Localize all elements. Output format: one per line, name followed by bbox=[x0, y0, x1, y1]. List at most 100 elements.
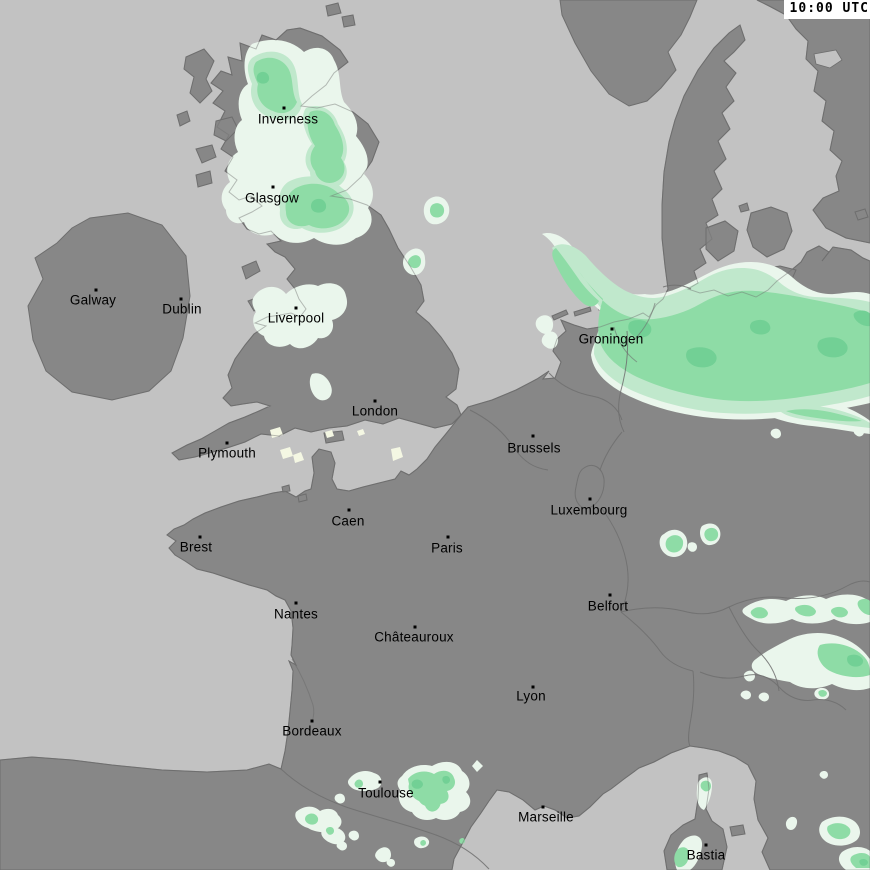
city-label: London bbox=[352, 404, 398, 419]
city-label: Nantes bbox=[274, 607, 318, 622]
precip-cell bbox=[354, 779, 363, 788]
precip-cell bbox=[743, 670, 755, 682]
precip-band-core bbox=[578, 270, 870, 402]
precip-cell bbox=[325, 430, 334, 438]
precip-cell bbox=[687, 542, 697, 552]
precip-cell bbox=[307, 110, 345, 183]
city-marker-marseille: Marseille bbox=[518, 805, 574, 825]
city-marker-glasgow: Glasgow bbox=[245, 185, 299, 206]
river-gironde bbox=[291, 658, 315, 723]
precip-cell bbox=[459, 837, 465, 844]
precip-cell bbox=[770, 428, 781, 439]
city-dot bbox=[347, 508, 351, 512]
land-uist bbox=[176, 110, 191, 127]
precip-cell bbox=[256, 71, 270, 84]
land-islay bbox=[195, 170, 213, 188]
border-fr-es bbox=[280, 768, 490, 870]
precip-cell bbox=[686, 347, 717, 368]
precip-cell bbox=[325, 827, 334, 835]
city-marker-nantes: Nantes bbox=[274, 601, 318, 622]
city-dot bbox=[225, 441, 229, 445]
lake-vanern bbox=[813, 49, 843, 69]
land-orkney-2 bbox=[341, 14, 356, 28]
precip-cell bbox=[375, 847, 391, 863]
city-dot bbox=[94, 288, 98, 292]
precip-cell bbox=[442, 776, 450, 784]
city-dot bbox=[378, 780, 382, 784]
city-label: Paris bbox=[431, 541, 463, 556]
border-nl-de bbox=[618, 330, 629, 433]
precip-cell bbox=[750, 607, 768, 619]
city-label: Bordeaux bbox=[282, 724, 341, 739]
precip-cell bbox=[472, 760, 483, 772]
precip-cell bbox=[408, 255, 421, 269]
precip-cell bbox=[795, 604, 816, 617]
city-label: Liverpool bbox=[268, 311, 325, 326]
border-de-dk bbox=[662, 284, 692, 290]
city-label: Dublin bbox=[162, 302, 201, 317]
precip-cell bbox=[309, 373, 332, 401]
precip-cell bbox=[749, 319, 771, 335]
city-marker-bastia: Bastia bbox=[687, 843, 726, 863]
city-dot bbox=[531, 685, 535, 689]
precip-cell bbox=[847, 654, 864, 667]
city-dot bbox=[608, 593, 612, 597]
city-dot bbox=[541, 805, 545, 809]
precip-cell bbox=[817, 337, 848, 358]
land-skye bbox=[213, 116, 239, 142]
country-borders bbox=[280, 284, 870, 870]
city-marker-paris: Paris bbox=[431, 535, 463, 556]
rivers bbox=[291, 302, 656, 723]
precip-cell bbox=[674, 847, 690, 868]
city-labels-layer: Inverness Glasgow Galway Dublin Liverpool Gro… bbox=[70, 106, 726, 863]
border-ch-it bbox=[699, 671, 847, 711]
city-label: Inverness bbox=[258, 112, 318, 127]
timestamp-text: 10:00 UTC bbox=[789, 1, 869, 16]
precip-cell bbox=[859, 858, 868, 866]
precip-cell bbox=[786, 409, 862, 422]
border-at-it bbox=[728, 606, 780, 692]
city-label: Glasgow bbox=[245, 191, 299, 206]
city-dot bbox=[704, 843, 708, 847]
city-label: Brussels bbox=[507, 441, 560, 456]
precip-cell bbox=[818, 689, 827, 697]
river-ems bbox=[613, 326, 638, 363]
city-label: Caen bbox=[331, 514, 364, 529]
city-label: Châteauroux bbox=[374, 630, 454, 645]
precip-cell bbox=[280, 447, 293, 459]
precip-cell bbox=[817, 643, 870, 678]
precip-cell bbox=[293, 452, 304, 463]
precip-cell bbox=[420, 839, 426, 846]
city-label: Galway bbox=[70, 293, 116, 308]
city-marker-london: London bbox=[352, 399, 398, 419]
city-marker-brussels: Brussels bbox=[507, 434, 561, 456]
city-label: Bastia bbox=[687, 848, 726, 863]
city-marker-groningen: Groningen bbox=[579, 327, 644, 347]
precip-cell bbox=[827, 823, 851, 840]
precip-cell bbox=[704, 527, 719, 542]
precip-cell bbox=[853, 426, 864, 437]
land-frisian-2 bbox=[573, 306, 592, 317]
precip-layer-heavy bbox=[256, 71, 870, 866]
precip-cell bbox=[424, 791, 442, 812]
precip-cell bbox=[252, 283, 348, 349]
city-marker-galway: Galway bbox=[70, 288, 116, 308]
precip-cell bbox=[305, 813, 319, 825]
city-label: Brest bbox=[180, 540, 213, 555]
city-marker-plymouth: Plymouth bbox=[198, 441, 256, 461]
border-ch-de-at bbox=[620, 580, 870, 615]
city-label: Groningen bbox=[579, 332, 644, 347]
city-dot bbox=[179, 297, 183, 301]
city-label: Plymouth bbox=[198, 446, 256, 461]
precip-cell bbox=[535, 315, 554, 334]
precip-cell bbox=[310, 198, 327, 213]
precip-cell bbox=[357, 429, 365, 436]
land-jersey bbox=[297, 493, 308, 503]
precip-cell bbox=[411, 779, 423, 789]
city-dot bbox=[446, 535, 450, 539]
land-frisian-1 bbox=[551, 309, 569, 321]
precip-cell bbox=[386, 859, 395, 867]
